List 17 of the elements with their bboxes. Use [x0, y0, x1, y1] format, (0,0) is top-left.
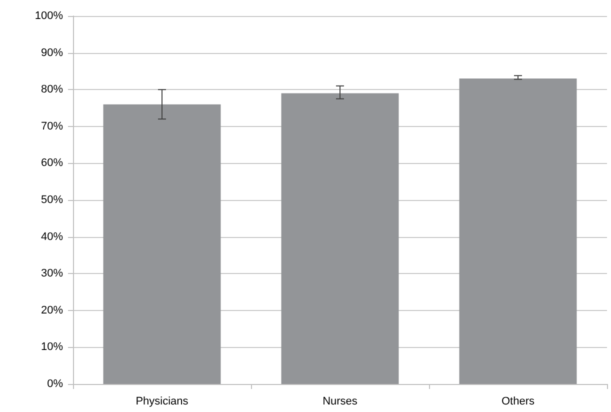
y-tick-label: 40% — [40, 230, 64, 243]
y-tick-label: 70% — [40, 120, 64, 132]
y-tick-label: 90% — [40, 46, 64, 59]
x-tick-label: Nurses — [322, 396, 358, 408]
y-tick-label: 20% — [40, 304, 64, 316]
y-tick-label: 30% — [40, 268, 64, 280]
bar — [281, 93, 399, 384]
y-tick-label: 0% — [47, 378, 64, 390]
bar — [103, 104, 221, 384]
bar — [459, 78, 577, 384]
y-tick-label: 10% — [40, 341, 64, 354]
y-tick-label: 50% — [40, 194, 64, 206]
x-tick-label: Others — [501, 396, 536, 408]
y-tick-label: 100% — [34, 10, 64, 22]
y-tick-label: 60% — [40, 157, 64, 170]
y-tick-label: 80% — [40, 84, 64, 96]
x-tick-label: Physicians — [136, 396, 189, 408]
